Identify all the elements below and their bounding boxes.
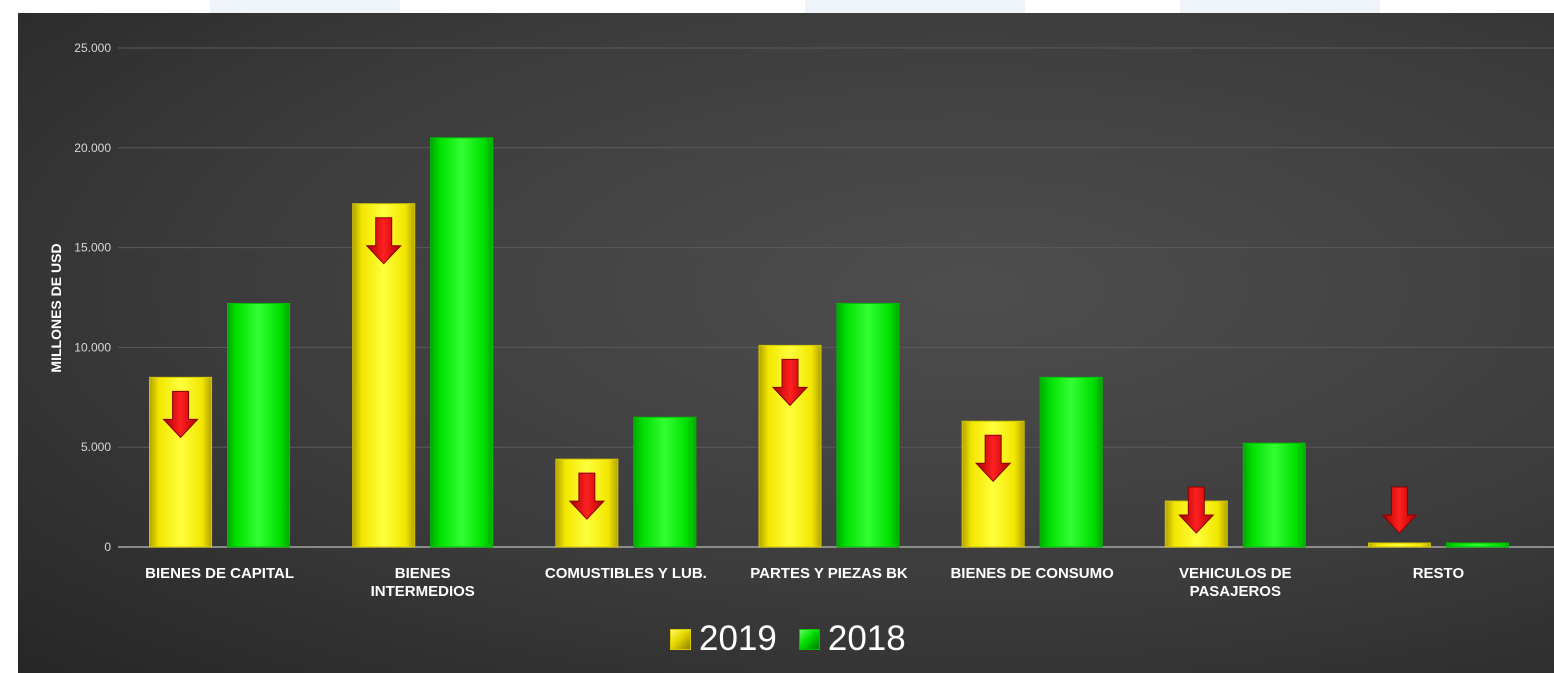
y-tick-label: 10.000 [74,340,111,354]
y-tick-label: 0 [104,540,111,554]
bar-chart: 0 5.000 10.000 15.000 20.000 25.000 BIENES DE … [48,41,1554,600]
category-label: PASAJEROS [1190,583,1281,600]
bar-2018 [1242,442,1306,548]
category-label: COMUSTIBLES Y LUB. [545,565,707,582]
chart-area: 0 5.000 10.000 15.000 20.000 25.000 BIENES DE … [18,13,1554,673]
down-arrow-icon [162,390,199,439]
y-tick-label: 20.000 [74,141,111,155]
legend-item-2018: 2018 [798,619,906,659]
down-arrow-icon [365,217,402,265]
legend-swatch-2019 [670,628,691,650]
y-tick-label: 5.000 [81,440,111,454]
down-arrow-icon [974,434,1012,482]
bar-2018 [1039,376,1103,548]
category-label: RESTO [1413,565,1465,582]
legend-item-2019: 2019 [670,619,777,659]
y-tick-label: 25.000 [74,41,111,55]
legend: 2019 2018 [670,619,906,659]
legend-label-2019: 2019 [699,619,777,658]
bar-2018 [836,302,900,548]
down-arrow-icon [568,472,606,520]
down-arrow-icon [1178,486,1215,534]
down-arrow-icon [1381,486,1418,534]
down-arrow-icon [771,358,809,407]
category-label: BIENES [395,565,451,582]
bar-2018 [1445,542,1509,548]
bar-2018 [227,302,291,548]
legend-swatch-2018 [798,628,820,650]
bar-2018 [633,416,697,548]
category-label: BIENES DE CAPITAL [145,565,294,582]
bar-2019 [1367,542,1431,548]
legend-label-2018: 2018 [827,619,906,658]
bar-2018 [430,137,494,548]
category-label: BIENES DE CONSUMO [950,565,1114,582]
y-axis-title: MILLONES DE USD [48,243,64,372]
category-label: VEHICULOS DE [1179,565,1292,582]
y-tick-label: 15.000 [74,241,111,255]
category-label: PARTES Y PIEZAS BK [750,565,908,582]
category-label: INTERMEDIOS [371,583,475,600]
